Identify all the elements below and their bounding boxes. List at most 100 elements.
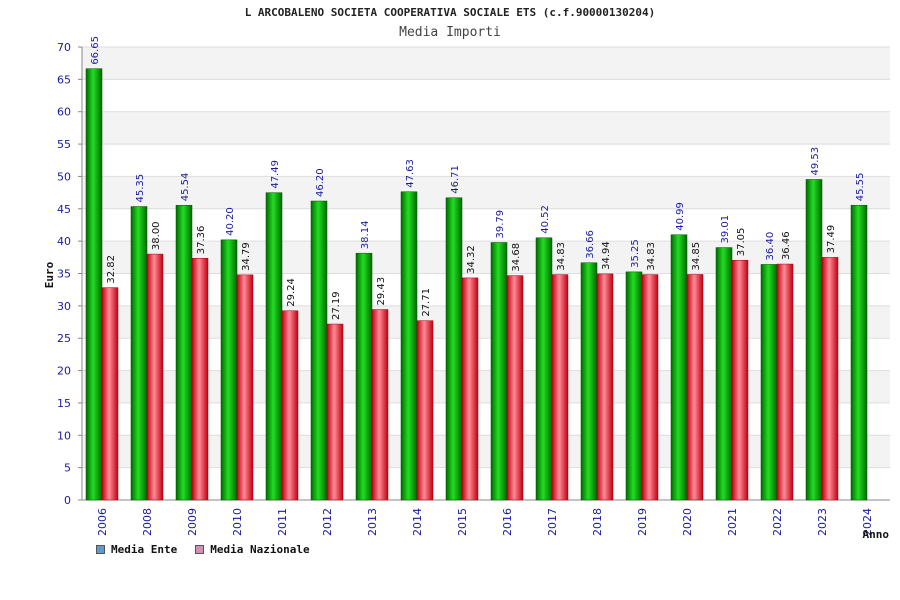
bar-media-nazionale <box>416 320 434 501</box>
data-label: 36.66 <box>585 230 596 259</box>
x-tick-label: 2019 <box>636 508 649 536</box>
y-tick-label: 30 <box>57 300 71 313</box>
bar-media-nazionale <box>101 287 119 501</box>
chart-title: L ARCOBALENO SOCIETA COOPERATIVA SOCIALE… <box>244 6 656 19</box>
plot-band <box>82 241 890 274</box>
plot-band <box>82 402 890 436</box>
data-label: 34.94 <box>601 241 612 270</box>
bar-media-nazionale <box>731 259 749 501</box>
x-tick-label: 2016 <box>501 508 514 536</box>
plot-band <box>82 208 890 242</box>
data-label: 34.79 <box>241 242 252 271</box>
data-label: 38.14 <box>360 221 371 250</box>
bar-media-nazionale <box>506 275 524 501</box>
bar-media-nazionale <box>596 273 614 501</box>
plot-band <box>82 176 890 209</box>
bar-media-ente <box>85 68 103 501</box>
bar-media-nazionale <box>326 323 344 501</box>
data-label: 40.99 <box>675 202 686 231</box>
plot-band <box>82 79 890 112</box>
y-tick-label: 60 <box>57 106 71 119</box>
data-label: 27.19 <box>331 291 342 320</box>
legend-item-media-nazionale: Media Nazionale <box>195 543 310 556</box>
data-label: 46.20 <box>315 168 326 197</box>
bar-media-ente <box>580 262 598 501</box>
data-label: 29.24 <box>286 278 297 307</box>
data-label: 32.82 <box>106 255 117 284</box>
x-tick-label: 2015 <box>456 508 469 536</box>
x-tick-label: 2021 <box>726 508 739 536</box>
bar-media-ente <box>400 191 418 501</box>
bar-media-nazionale <box>191 257 209 501</box>
plot-band <box>82 435 890 468</box>
plot-band <box>82 273 890 306</box>
data-label: 34.68 <box>511 243 522 272</box>
data-label: 49.53 <box>810 147 821 176</box>
data-label: 36.46 <box>781 231 792 260</box>
bar-media-nazionale <box>776 263 794 501</box>
data-label: 35.25 <box>630 239 641 268</box>
x-tick-label: 2022 <box>771 508 784 536</box>
y-tick-label: 10 <box>57 429 71 442</box>
y-tick-label: 35 <box>57 268 71 281</box>
legend-label-media-nazionale: Media Nazionale <box>210 543 310 556</box>
y-tick-label: 55 <box>57 138 71 151</box>
data-label: 27.71 <box>421 288 432 317</box>
legend-swatch-media-ente <box>96 545 105 554</box>
x-tick-label: 2023 <box>816 508 829 536</box>
bar-media-ente <box>220 239 238 501</box>
legend-item-media-ente: Media Ente <box>96 543 177 556</box>
x-tick-label: 2011 <box>276 508 289 536</box>
bar-media-ente <box>715 247 733 501</box>
y-tick-label: 15 <box>57 397 71 410</box>
bar-media-nazionale <box>461 277 479 501</box>
x-tick-label: 2012 <box>321 508 334 536</box>
bar-media-ente <box>625 271 643 501</box>
bar-media-ente <box>175 205 193 501</box>
bar-media-ente <box>670 234 688 501</box>
data-label: 45.35 <box>135 174 146 203</box>
bar-media-nazionale <box>821 257 839 501</box>
x-tick-label: 2024 <box>861 508 874 536</box>
data-label: 39.01 <box>720 215 731 244</box>
data-label: 38.00 <box>151 221 162 250</box>
y-tick-label: 25 <box>57 332 71 345</box>
data-label: 47.49 <box>270 160 281 189</box>
x-tick-label: 2014 <box>411 508 424 536</box>
legend: Media Ente Media Nazionale <box>96 543 310 556</box>
data-label: 40.20 <box>225 207 236 236</box>
x-axis-label: Anno <box>863 528 890 541</box>
data-label: 45.54 <box>180 173 191 202</box>
data-label: 37.36 <box>196 226 207 255</box>
data-label: 36.40 <box>765 232 776 261</box>
legend-swatch-media-nazionale <box>195 545 205 554</box>
bar-media-nazionale <box>371 309 389 501</box>
data-label: 34.85 <box>691 242 702 271</box>
data-label: 39.79 <box>495 210 506 239</box>
data-label: 40.52 <box>540 205 551 234</box>
bar-media-ente <box>310 200 328 501</box>
data-label: 66.65 <box>90 36 101 65</box>
y-tick-label: 5 <box>64 462 71 475</box>
data-label: 29.43 <box>376 277 387 306</box>
plot-band <box>82 144 890 177</box>
x-tick-label: 2008 <box>141 508 154 536</box>
bar-media-ente <box>355 252 373 501</box>
x-tick-label: 2009 <box>186 508 199 536</box>
bar-media-nazionale <box>641 274 659 501</box>
legend-label-media-ente: Media Ente <box>111 543 178 556</box>
plot-band <box>82 305 890 339</box>
bar-media-nazionale <box>551 274 569 501</box>
data-label: 37.49 <box>826 225 837 254</box>
bar-media-ente <box>535 237 553 501</box>
bar-media-nazionale <box>236 274 254 501</box>
y-tick-label: 70 <box>57 41 71 54</box>
bar-media-ente <box>760 264 778 501</box>
plot-band <box>82 338 890 371</box>
data-label: 34.32 <box>466 245 477 274</box>
x-tick-label: 2013 <box>366 508 379 536</box>
y-tick-label: 45 <box>57 203 71 216</box>
y-tick-label: 0 <box>64 494 71 507</box>
bar-media-nazionale <box>281 310 299 501</box>
